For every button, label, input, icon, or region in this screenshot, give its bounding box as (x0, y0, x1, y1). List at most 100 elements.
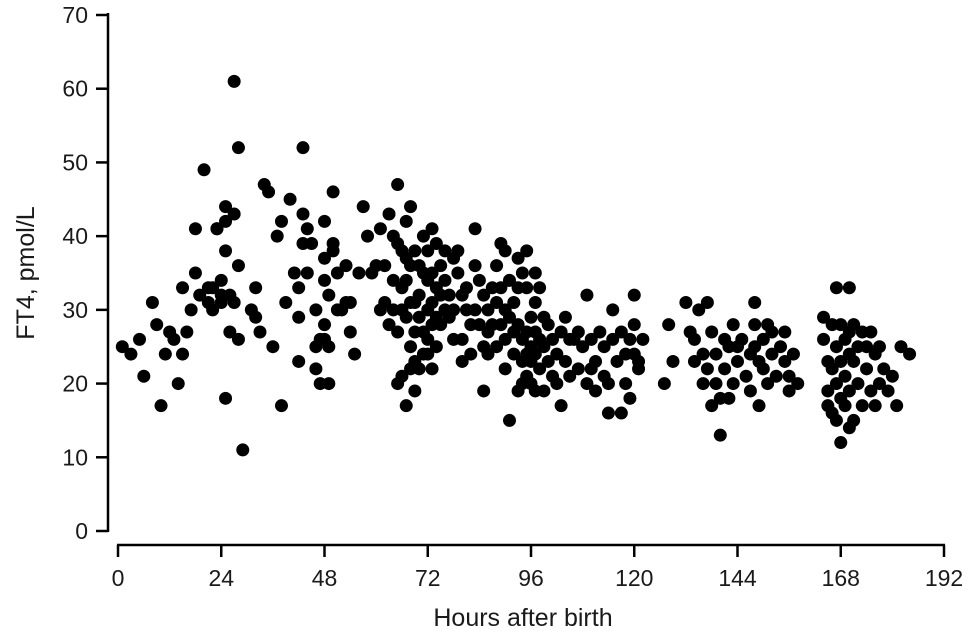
data-point (210, 222, 224, 236)
y-tick-label: 40 (62, 223, 88, 249)
data-point (709, 347, 723, 361)
data-point (687, 332, 701, 346)
x-tick-label: 168 (822, 565, 860, 591)
data-point (881, 384, 895, 398)
data-point (623, 391, 637, 405)
data-point (421, 244, 435, 258)
data-point (451, 244, 465, 258)
data-point (339, 259, 353, 273)
data-point (361, 229, 375, 243)
data-point (546, 332, 560, 346)
data-point (657, 377, 671, 391)
data-point (619, 377, 633, 391)
data-point (425, 362, 439, 376)
data-point (266, 340, 280, 354)
data-point (429, 340, 443, 354)
data-point (197, 163, 211, 177)
data-point (614, 406, 628, 420)
data-point (528, 347, 542, 361)
data-point (421, 347, 435, 361)
data-point (829, 377, 843, 391)
data-point (511, 251, 525, 265)
data-point (490, 295, 504, 309)
x-tick-label: 72 (415, 565, 441, 591)
data-point (395, 369, 409, 383)
data-point (412, 310, 426, 324)
data-point (408, 244, 422, 258)
data-point (696, 347, 710, 361)
data-point (464, 347, 478, 361)
data-point (834, 318, 848, 332)
data-point (842, 281, 856, 295)
data-point (507, 347, 521, 361)
data-point (274, 399, 288, 413)
data-point (137, 369, 151, 383)
data-point (206, 303, 220, 317)
data-point (554, 399, 568, 413)
data-point (817, 332, 831, 346)
data-point (481, 303, 495, 317)
data-point (296, 207, 310, 221)
data-point (425, 222, 439, 236)
data-point (502, 310, 516, 324)
data-point (765, 347, 779, 361)
data-point (786, 347, 800, 361)
data-point (533, 281, 547, 295)
data-point (606, 332, 620, 346)
y-tick-label: 70 (62, 2, 88, 28)
y-axis-ticks: 0 10 20 30 40 50 60 70 (62, 2, 108, 544)
data-point (558, 310, 572, 324)
data-point (817, 310, 831, 324)
data-point (610, 354, 624, 368)
data-point (550, 377, 564, 391)
data-point (404, 340, 418, 354)
data-point (322, 377, 336, 391)
data-point (769, 369, 783, 383)
data-point (580, 288, 594, 302)
data-point (249, 281, 263, 295)
data-point (472, 318, 486, 332)
data-point (494, 281, 508, 295)
data-point (601, 377, 615, 391)
data-point (318, 214, 331, 228)
data-point (498, 362, 512, 376)
data-point (601, 406, 615, 420)
data-point (326, 244, 340, 258)
y-axis-title: FT4, pmol/L (12, 206, 40, 339)
data-point (219, 200, 233, 214)
data-point (421, 332, 435, 346)
data-point (864, 325, 878, 339)
data-point (399, 310, 413, 324)
data-point (378, 295, 392, 309)
data-point (416, 229, 430, 243)
data-point (511, 318, 525, 332)
data-point (855, 399, 869, 413)
data-point (666, 354, 680, 368)
data-point (571, 362, 585, 376)
data-point (287, 266, 301, 280)
data-point (894, 340, 908, 354)
data-point (533, 362, 547, 376)
data-point (761, 377, 775, 391)
data-point (829, 281, 843, 295)
data-point (507, 295, 521, 309)
data-point (541, 318, 555, 332)
data-point (885, 369, 899, 383)
data-point (778, 325, 792, 339)
data-point (662, 318, 676, 332)
data-point (877, 362, 891, 376)
data-point (589, 354, 603, 368)
data-point (279, 295, 293, 309)
data-point (679, 295, 693, 309)
data-point (627, 288, 641, 302)
x-tick-label: 120 (615, 565, 653, 591)
data-point (515, 266, 529, 280)
data-point (124, 347, 138, 361)
data-point (455, 354, 469, 368)
data-point (593, 325, 607, 339)
data-point (305, 237, 319, 251)
data-point (722, 391, 736, 405)
data-point (223, 325, 237, 339)
data-point (412, 362, 426, 376)
